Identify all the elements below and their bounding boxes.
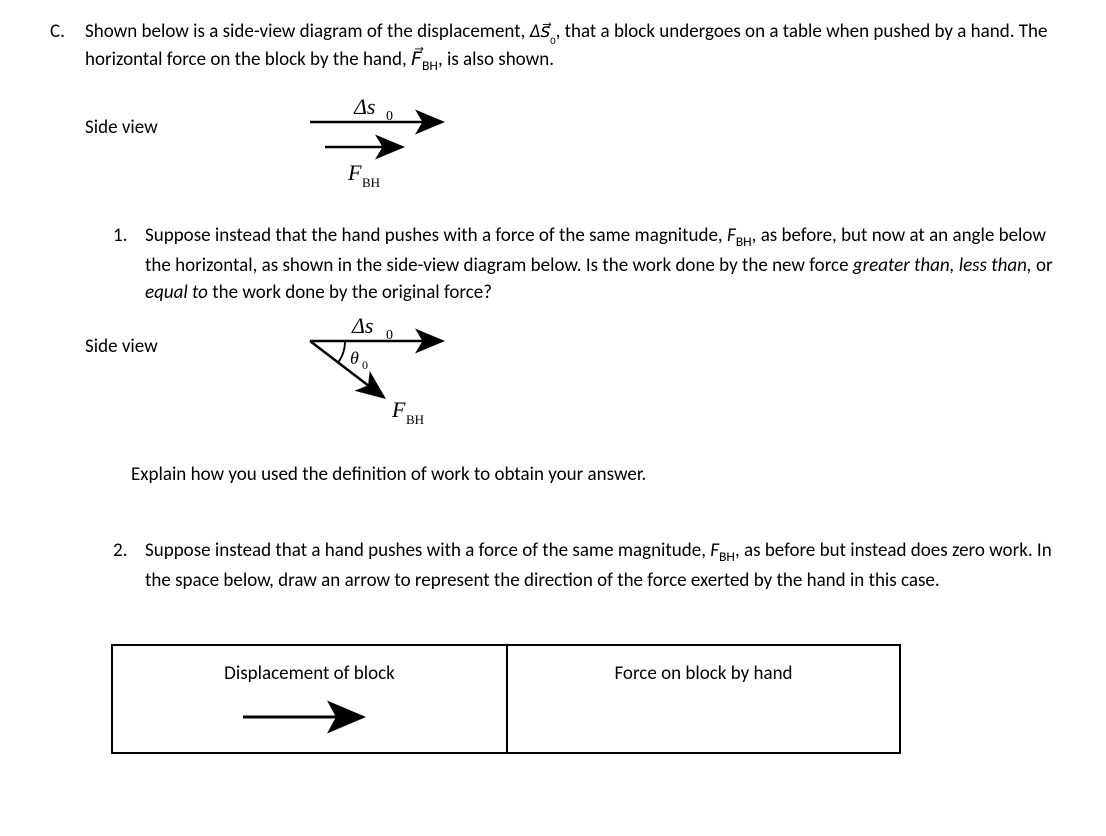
displacement-box: Displacement of block [111, 644, 506, 754]
q1-marker: 1. [113, 222, 145, 307]
displacement-arrow [113, 702, 506, 741]
diagram-2: Δs⃗ 0 θ 0 F⃗ BH [300, 311, 500, 450]
svg-text:0: 0 [386, 328, 393, 343]
box1-label: Displacement of block [113, 660, 506, 688]
svg-text:0: 0 [386, 109, 393, 124]
delta-s-subscript: 0 [550, 34, 555, 47]
f-subscript: BH [422, 57, 438, 74]
q1-text: Suppose instead that the hand pushes wit… [145, 222, 1056, 307]
svg-text:θ: θ [350, 348, 359, 368]
box2-label: Force on block by hand [508, 660, 899, 688]
section-marker: C. [50, 18, 85, 754]
svg-text:0: 0 [362, 358, 368, 372]
side-view-label-2: Side view [85, 311, 300, 361]
svg-text:Δs⃗: Δs⃗ [351, 313, 391, 338]
q2-text: Suppose instead that a hand pushes with … [145, 537, 1056, 594]
q1-explain: Explain how you used the definition of w… [131, 461, 1056, 489]
svg-text:BH: BH [362, 175, 380, 190]
side-view-label-1: Side view [85, 92, 300, 142]
diagram-1: Δs⃗ 0 F⃗ BH [300, 92, 480, 211]
answer-boxes: Displacement of block Force on block by … [111, 644, 1056, 754]
force-box: Force on block by hand [506, 644, 901, 754]
intro-text: Shown below is a side-view diagram of th… [85, 18, 1056, 76]
q2-marker: 2. [113, 537, 145, 594]
svg-text:BH: BH [406, 412, 424, 427]
